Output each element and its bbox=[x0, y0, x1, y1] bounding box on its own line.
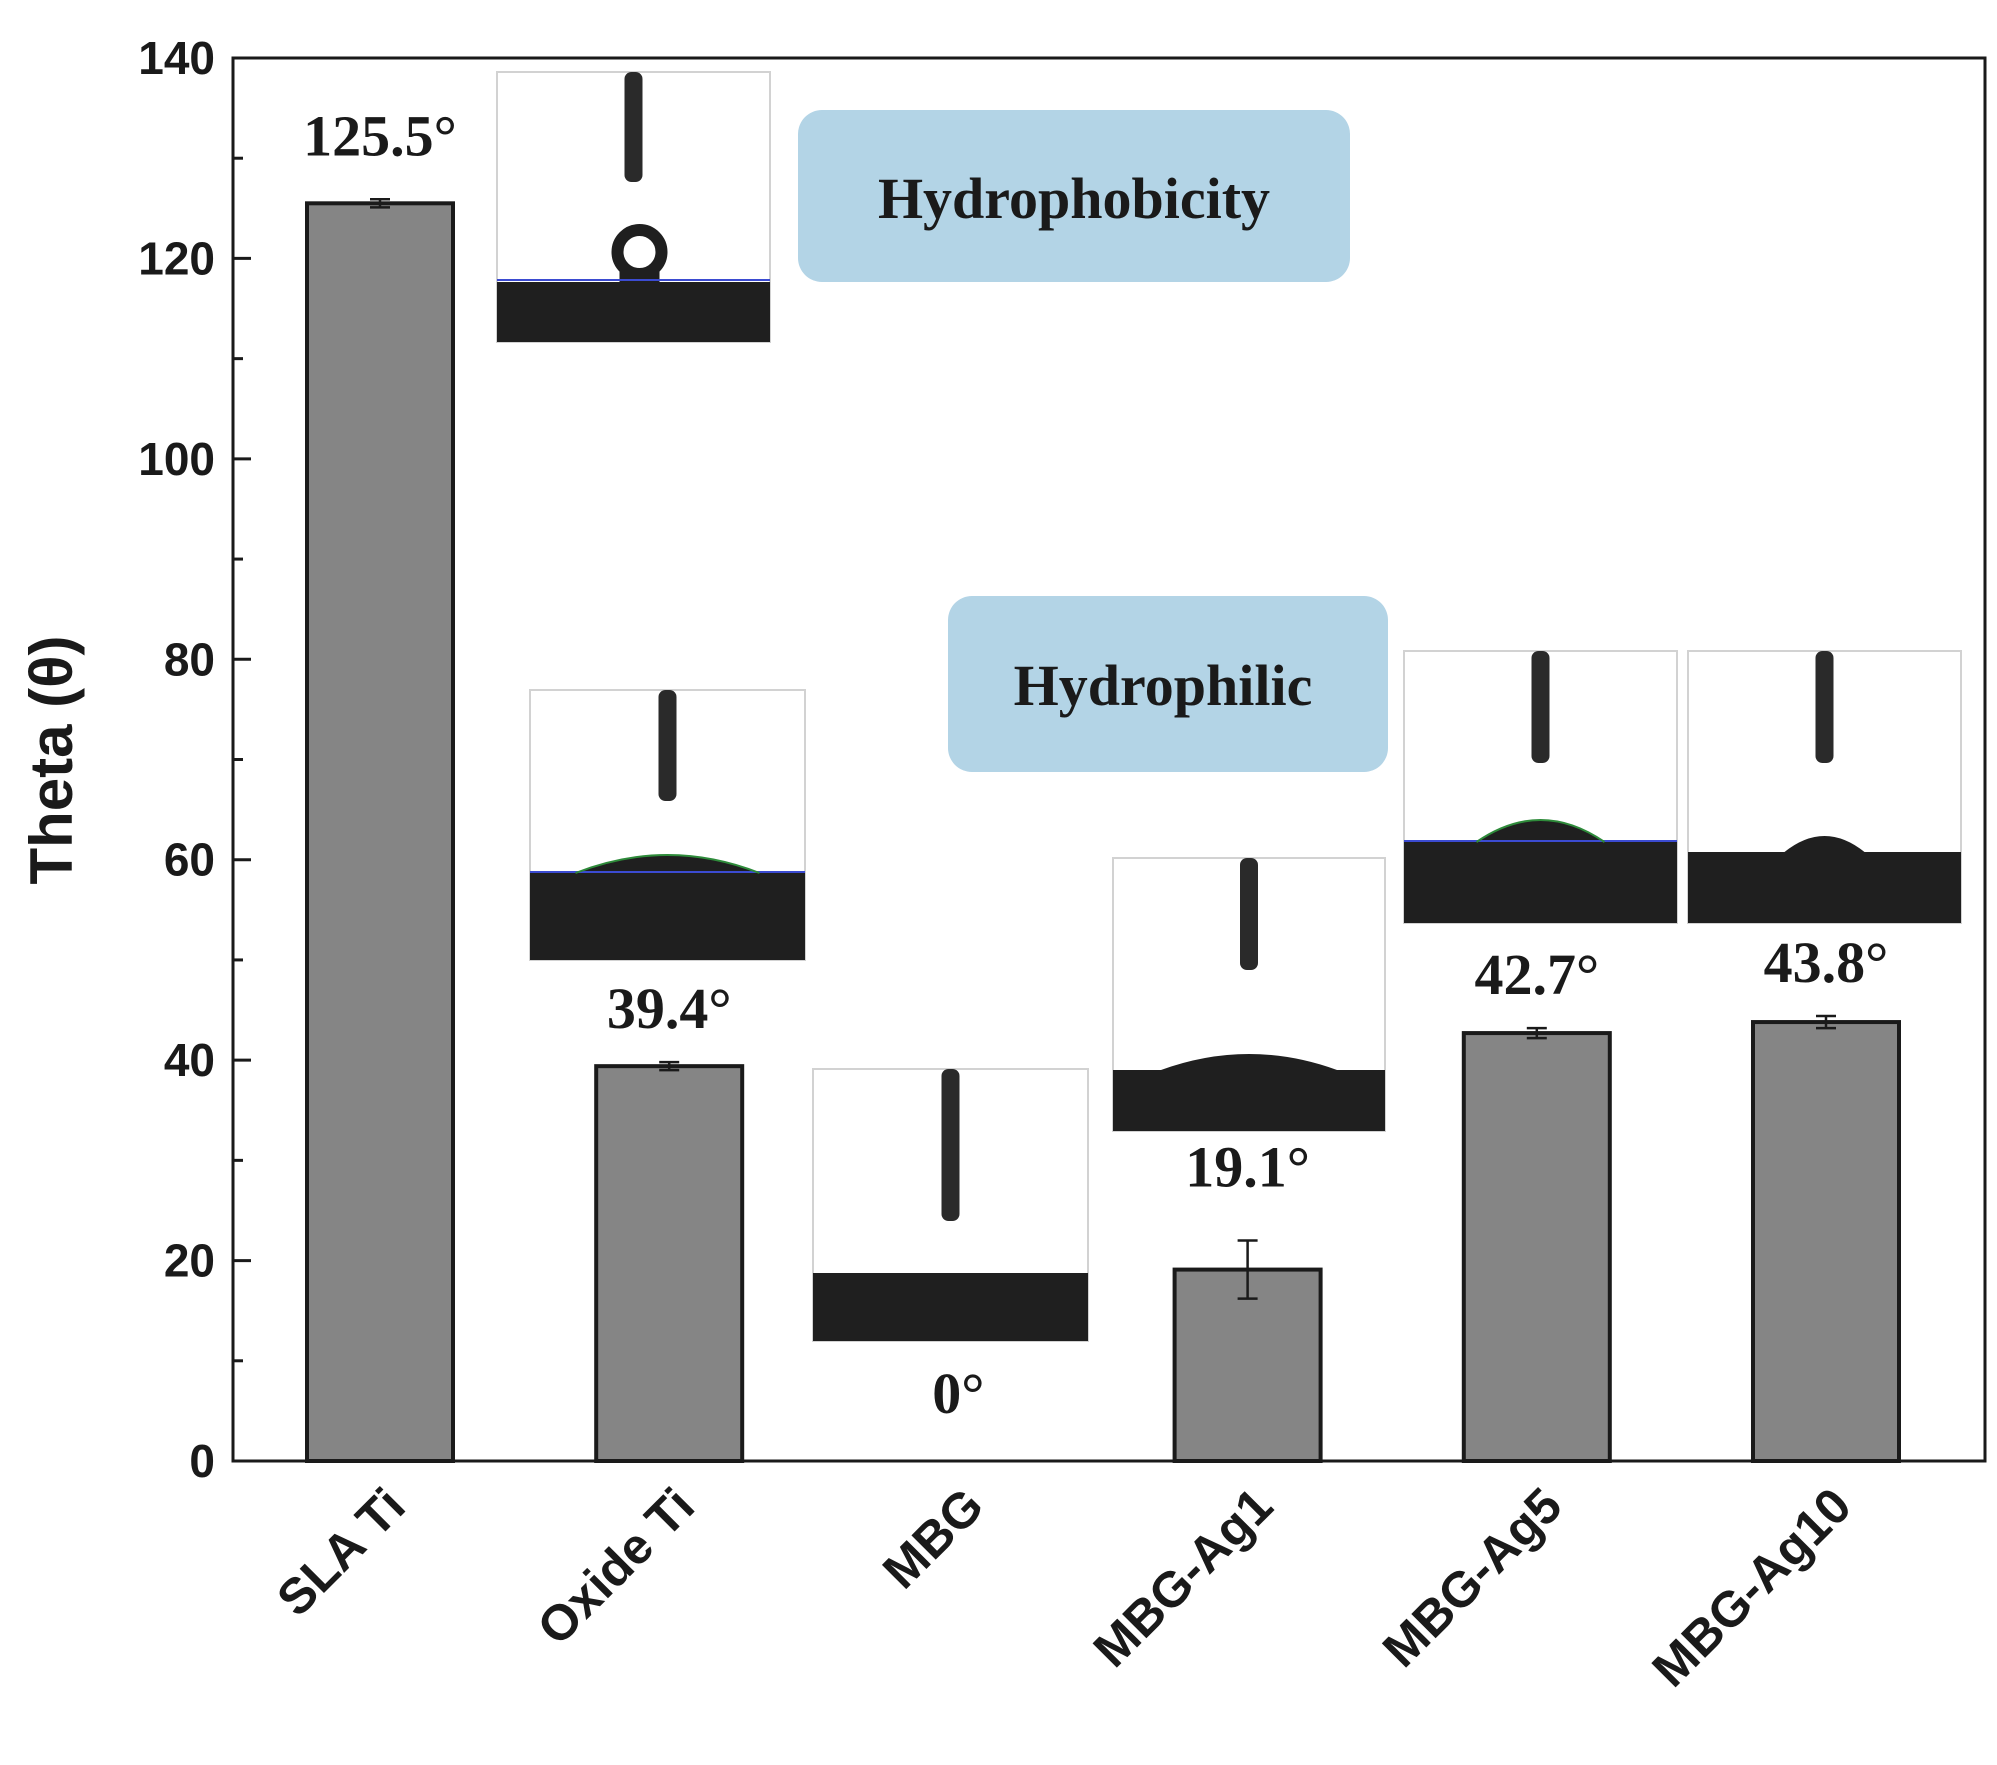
bar-mbg-ag1 bbox=[1172, 1267, 1323, 1463]
error-bars-group bbox=[370, 198, 1836, 1300]
y-axis-ticks: 0 20 40 60 80 100 120 140 bbox=[138, 32, 251, 1487]
error-bar-sla-ti bbox=[370, 198, 390, 209]
value-label-oxide-ti: 39.4° bbox=[607, 976, 732, 1041]
category-label-sla-ti: SLA Ti bbox=[266, 1477, 416, 1627]
value-label-mbg: 0° bbox=[932, 1361, 984, 1426]
y-tick-label: 100 bbox=[138, 433, 215, 485]
droplet-photo-mbg-ag10 bbox=[1687, 650, 1962, 924]
category-labels-group: SLA Ti Oxide Ti MBG MBG-Ag1 MBG-Ag5 MBG-Ag10 bbox=[266, 1477, 1862, 1697]
bar-mbg-ag5 bbox=[1461, 1031, 1612, 1463]
droplet-photo-mbg bbox=[812, 1068, 1089, 1342]
y-tick-label: 140 bbox=[138, 32, 215, 84]
y-tick-label: 0 bbox=[189, 1435, 215, 1487]
hydrophilic-annotation: Hydrophilic bbox=[948, 596, 1388, 772]
y-tick-label: 80 bbox=[164, 633, 215, 685]
category-label-mbg: MBG bbox=[872, 1477, 994, 1599]
hydrophobicity-annotation: Hydrophobicity bbox=[798, 110, 1350, 282]
error-bar-mbg-ag10 bbox=[1816, 1014, 1836, 1030]
droplet-photo-sla-ti bbox=[496, 71, 771, 343]
value-label-mbg-ag5: 42.7° bbox=[1474, 942, 1599, 1007]
category-label-mbg-ag1: MBG-Ag1 bbox=[1083, 1477, 1284, 1678]
value-label-sla-ti: 125.5° bbox=[303, 103, 457, 168]
error-bar-mbg-ag1 bbox=[1237, 1239, 1258, 1300]
y-tick-label: 40 bbox=[164, 1034, 215, 1086]
y-tick-label: 60 bbox=[164, 834, 215, 886]
bar-oxide-ti bbox=[594, 1064, 745, 1464]
y-tick-label: 120 bbox=[138, 232, 215, 284]
error-bar-mbg-ag5 bbox=[1526, 1026, 1547, 1040]
bar-mbg-ag10 bbox=[1751, 1020, 1901, 1463]
droplet-photo-mbg-ag1 bbox=[1112, 857, 1386, 1132]
bar-sla-ti bbox=[305, 201, 455, 1464]
y-tick-label: 20 bbox=[164, 1235, 215, 1287]
category-label-oxide-ti: Oxide Ti bbox=[527, 1477, 705, 1655]
category-label-mbg-ag5: MBG-Ag5 bbox=[1372, 1477, 1573, 1678]
droplet-insets-group bbox=[496, 71, 1962, 1342]
error-bar-oxide-ti bbox=[659, 1060, 680, 1072]
hydrophobicity-label: Hydrophobicity bbox=[878, 166, 1270, 231]
value-label-mbg-ag10: 43.8° bbox=[1764, 930, 1889, 995]
droplet-photo-oxide-ti bbox=[529, 689, 806, 961]
value-labels-group: 125.5° 39.4° 0° 19.1° 42.7° 43.8° bbox=[303, 103, 1888, 1426]
y-axis-title: Theta (θ) bbox=[18, 635, 85, 884]
category-label-mbg-ag10: MBG-Ag10 bbox=[1641, 1477, 1861, 1697]
hydrophilic-label: Hydrophilic bbox=[1014, 653, 1313, 718]
value-label-mbg-ag1: 19.1° bbox=[1185, 1135, 1310, 1200]
bars-group bbox=[305, 201, 1901, 1464]
droplet-photo-mbg-ag5 bbox=[1403, 650, 1678, 924]
